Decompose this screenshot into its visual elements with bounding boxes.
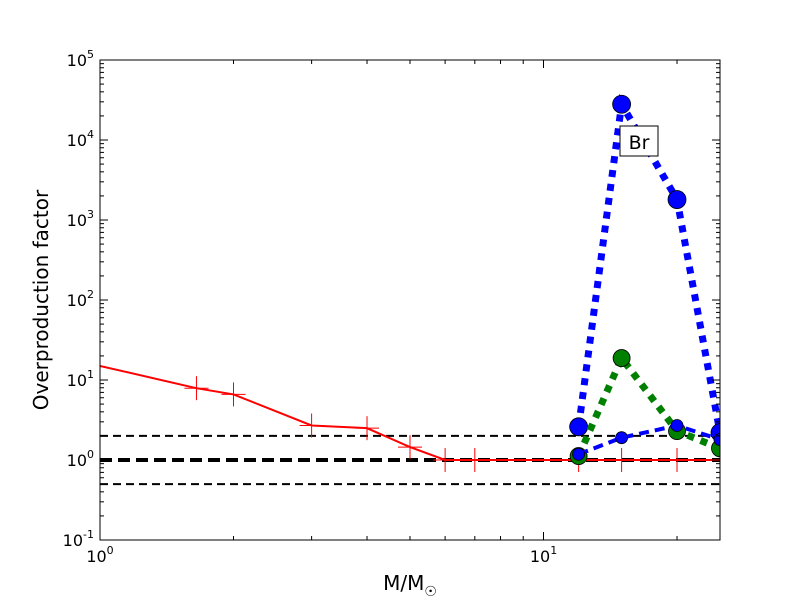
reference-lines (100, 434, 720, 486)
data-point (667, 190, 687, 209)
data-point (572, 447, 586, 461)
x-axis-label-text: M/M (383, 571, 424, 595)
y-tick-label: 104 (67, 128, 94, 150)
series-3 (572, 419, 720, 461)
x-axis-label: M/M☉ (383, 571, 437, 600)
series-0 (100, 364, 720, 472)
series-line (577, 423, 720, 457)
x-tick-label: 101 (530, 544, 557, 566)
y-tick-label: 103 (67, 208, 94, 230)
annotation-br: Br (619, 125, 659, 157)
data-point (612, 94, 632, 114)
series-line (575, 351, 720, 458)
y-tick-label: 101 (67, 368, 94, 390)
data-point (713, 433, 720, 446)
x-tick-label: 100 (86, 544, 113, 566)
y-tick-label: 102 (67, 288, 94, 310)
annotation-label: Br (629, 132, 650, 154)
annotation-box (619, 125, 659, 157)
data-point (615, 431, 629, 445)
y-tick-label: 105 (67, 48, 94, 70)
y-tick-label: 100 (67, 448, 94, 470)
data-point (569, 417, 589, 437)
y-tick-label: 10-1 (63, 528, 94, 550)
x-axis-label-symbol: ☉ (424, 584, 437, 600)
data-point (612, 349, 631, 367)
data-point (670, 419, 684, 432)
y-axis-label: Overproduction factor (29, 189, 53, 410)
